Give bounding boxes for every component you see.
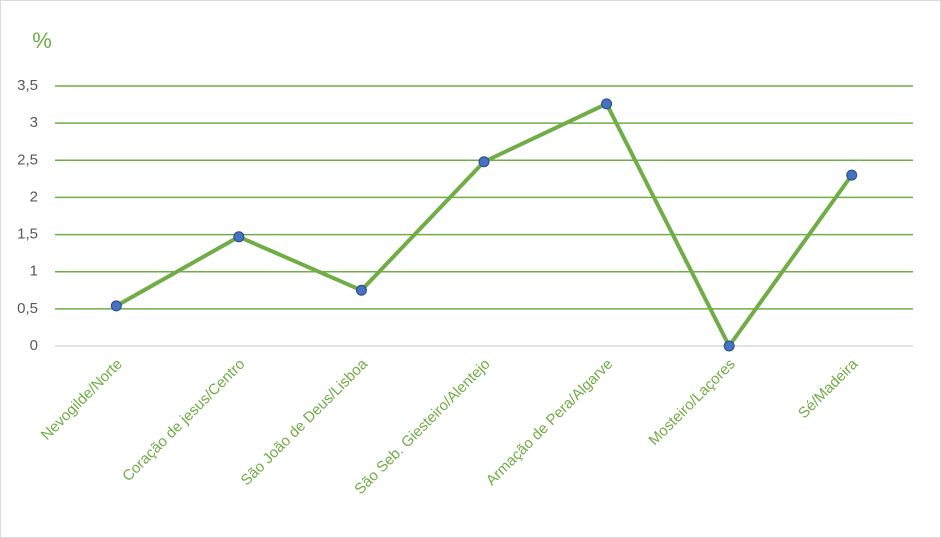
y-tick-label: 2 <box>30 188 38 205</box>
y-tick-label: 2,5 <box>17 151 38 168</box>
y-tick-label: 3 <box>30 114 38 131</box>
y-axis-label: % <box>32 28 52 53</box>
y-tick-label: 3,5 <box>17 77 38 94</box>
data-point <box>478 156 490 168</box>
data-point <box>233 231 245 243</box>
y-tick-label: 1,5 <box>17 226 38 243</box>
data-point <box>846 169 858 181</box>
data-point <box>601 98 613 110</box>
data-point <box>355 284 367 296</box>
y-tick-label: 0 <box>30 337 38 354</box>
y-tick-label: 1 <box>30 263 38 280</box>
data-point <box>110 300 122 312</box>
y-tick-label: 0,5 <box>17 300 38 317</box>
data-point <box>723 340 735 352</box>
